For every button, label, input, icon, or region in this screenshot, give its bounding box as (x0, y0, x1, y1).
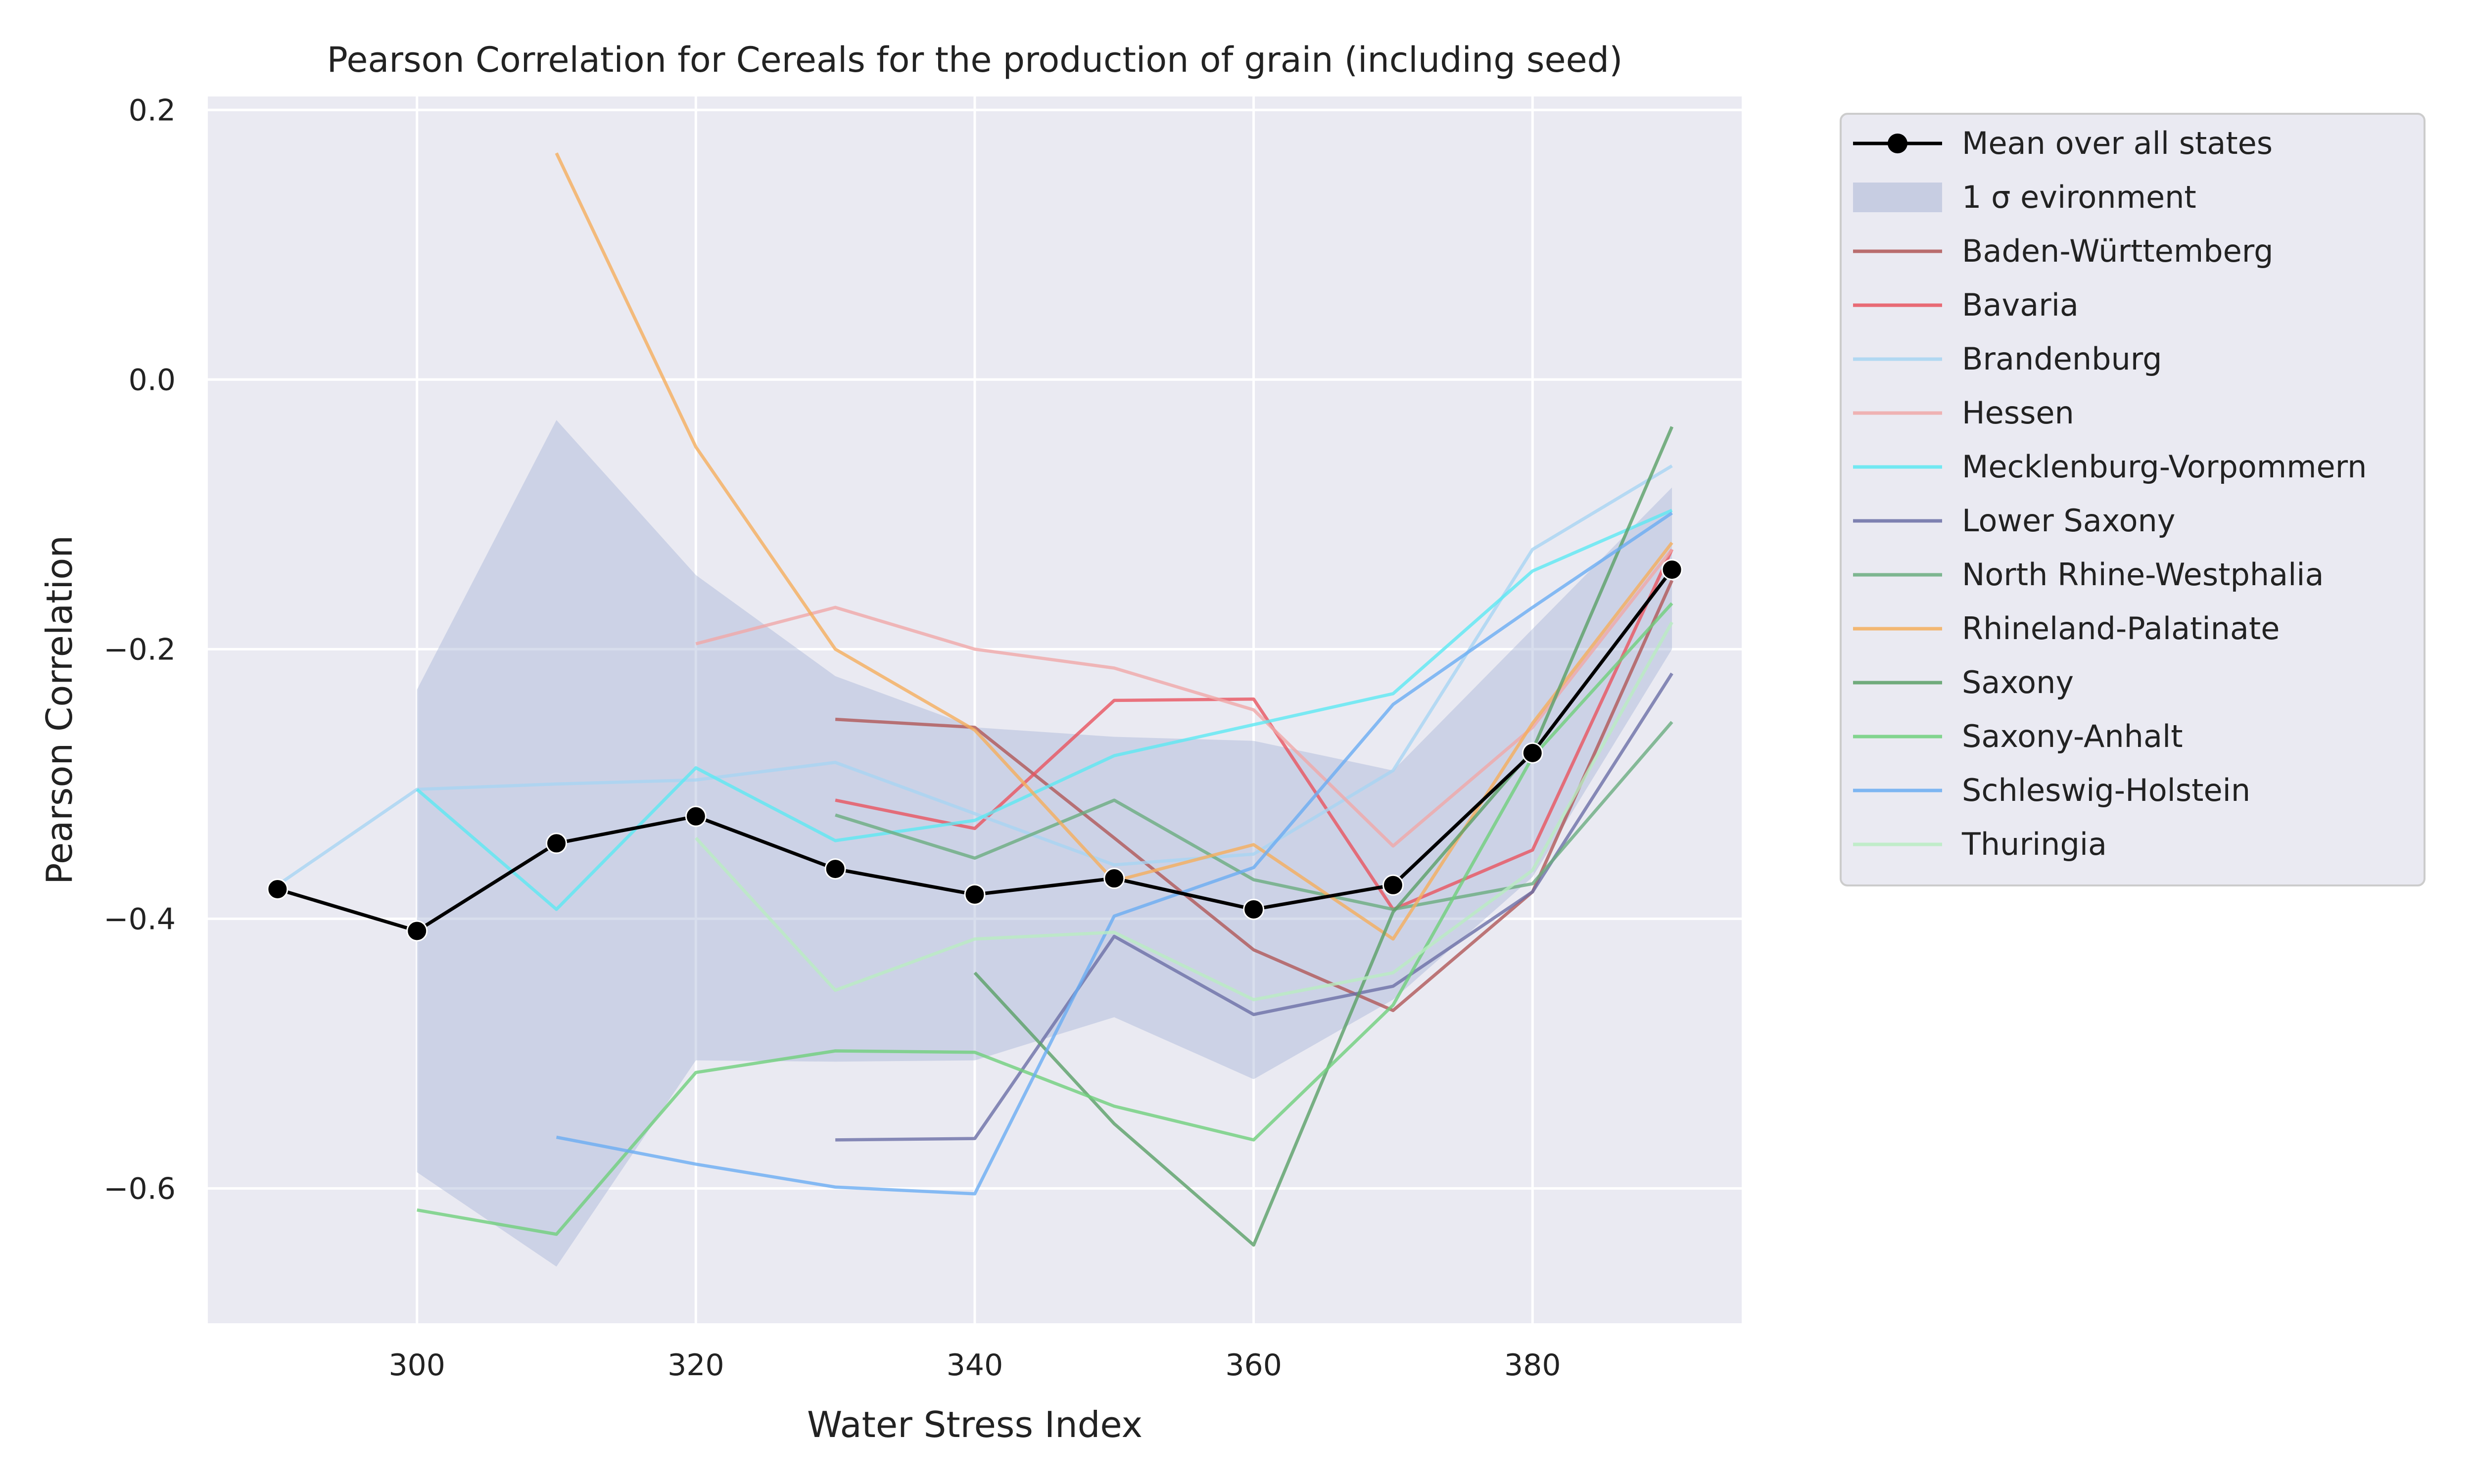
mean-point (685, 805, 707, 827)
mean-point (964, 883, 986, 905)
x-tick-label: 340 (947, 1348, 1003, 1383)
mean-point (1661, 559, 1683, 581)
mean-point (267, 878, 288, 900)
mean-point (1382, 874, 1404, 896)
legend-label-band: 1 σ evironment (1962, 179, 2196, 215)
x-tick-label: 300 (388, 1348, 445, 1383)
series-line-mecklenburg-vorpommern (416, 509, 1673, 911)
mean-series (267, 559, 1683, 942)
legend-marker-mean (1888, 134, 1907, 153)
legend-label-mecklenburg-vorpommern: Mecklenburg-Vorpommern (1962, 449, 2367, 485)
mean-point (406, 920, 428, 942)
grid (208, 96, 1742, 1323)
y-tick-label: −0.2 (103, 632, 176, 667)
x-axis-title: Water Stress Index (807, 1404, 1142, 1445)
mean-point (1522, 742, 1543, 764)
y-tick-label: 0.0 (129, 363, 176, 397)
y-tick-label: −0.4 (103, 902, 176, 936)
x-tick-label: 360 (1225, 1348, 1282, 1383)
legend-label-hessen: Hessen (1962, 395, 2074, 431)
legend-label-saxony: Saxony (1962, 664, 2074, 700)
mean-point (1103, 868, 1125, 889)
series-line-bavaria (835, 549, 1674, 911)
series-line-saxony-anhalt (417, 602, 1673, 1236)
legend-label-lower-saxony: Lower Saxony (1962, 503, 2176, 539)
legend-label-saxony-anhalt: Saxony-Anhalt (1962, 718, 2183, 754)
x-tick-label: 320 (667, 1348, 724, 1383)
y-axis-title: Pearson Correlation (39, 535, 80, 884)
legend-label-rhineland-palatinate: Rhineland-Palatinate (1962, 610, 2280, 647)
legend-label-schleswig-holstein: Schleswig-Holstein (1962, 772, 2250, 808)
legend: Mean over all states 1 σ evironment Baden-… (1840, 113, 2426, 886)
sigma-band-area (417, 420, 1672, 1267)
mean-point (824, 858, 846, 880)
mean-point (546, 833, 568, 854)
legend-label-mean: Mean over all states (1962, 125, 2273, 161)
y-tick-label: −0.6 (103, 1171, 176, 1206)
series-line-thuringia (694, 621, 1673, 1002)
legend-label-baden-wurttemberg: Baden-Württemberg (1962, 233, 2273, 269)
legend-label-north-rhine-westphalia: North Rhine-Westphalia (1962, 556, 2324, 593)
tick-labels: 300 320 340 360 380 0.2 0.0 −0.2 −0.4 −0.6 (103, 93, 1561, 1383)
legend-label-thuringia: Thuringia (1961, 826, 2107, 862)
legend-label-bavaria: Bavaria (1962, 287, 2079, 323)
legend-swatch-band (1853, 183, 1942, 212)
series-line-hessen (695, 548, 1673, 848)
chart-title: Pearson Correlation for Cereals for the … (327, 40, 1623, 80)
series-line-brandenburg (277, 464, 1673, 886)
series-line-lower-saxony (835, 672, 1673, 1142)
x-tick-label: 380 (1504, 1348, 1561, 1383)
series-line-north-rhine-westphalia (835, 721, 1673, 911)
series-line-schleswig-holstein (556, 511, 1673, 1196)
legend-label-brandenburg: Brandenburg (1962, 341, 2162, 377)
y-tick-label: 0.2 (129, 93, 176, 128)
legend-frame (1840, 113, 2426, 886)
sigma-band (417, 420, 1672, 1267)
mean-point (1243, 898, 1265, 920)
